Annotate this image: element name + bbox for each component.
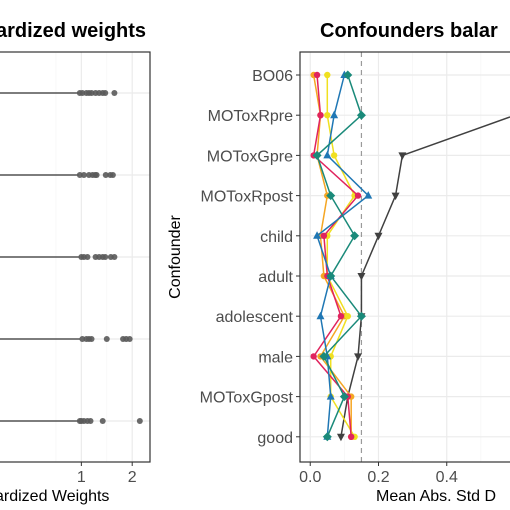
balance-point [337, 313, 345, 320]
balance-point [356, 110, 366, 120]
balance-x-tick-label: 0.2 [367, 469, 389, 486]
balance-point [354, 353, 363, 361]
balance-y-tick-label: good [257, 430, 293, 447]
weights-outlier-point [136, 418, 143, 424]
weights-marks [0, 90, 143, 424]
weights-outlier-point [102, 254, 109, 260]
balance-point [344, 313, 351, 320]
balance-panel: Confounders balar BO06 MOToxRpre MOToxGpre… [167, 20, 510, 505]
balance-x-tick-label: 0.4 [436, 469, 458, 486]
weights-outlier-point [111, 90, 118, 96]
balance-x-tick-label: 0.0 [299, 469, 321, 486]
balance-point [354, 192, 362, 199]
balance-point [310, 353, 317, 360]
weights-outlier-point [111, 254, 118, 260]
balance-point [324, 71, 331, 79]
balance-series-line [312, 74, 352, 437]
balance-point [343, 70, 353, 80]
balance-point [323, 150, 332, 159]
balance-point [326, 271, 336, 281]
weights-outlier-point [103, 336, 110, 342]
balance-point [350, 231, 360, 241]
balance-point [319, 351, 329, 361]
balance-y-tick-label: adult [258, 269, 293, 286]
balance-series-line [316, 74, 363, 438]
balance-gridlines [296, 51, 510, 463]
balance-plot-area [300, 52, 510, 462]
balance-y-tick-label: MOToxRpre [208, 108, 293, 125]
balance-y-tick-label: male [258, 349, 293, 366]
balance-y-tick-label: adolescent [216, 309, 294, 326]
balance-y-tick-label: MOToxGpre [207, 148, 293, 165]
balance-point [313, 71, 321, 79]
weights-outlier-point [84, 254, 91, 260]
weights-outlier-point [87, 418, 94, 424]
balance-point [313, 231, 322, 239]
balance-point [374, 232, 383, 241]
balance-point [330, 152, 338, 159]
weights-outlier-point [126, 336, 133, 342]
balance-point [357, 273, 366, 281]
balance-series-line [316, 74, 370, 437]
balance-y-tick-label: MOToxGpost [200, 390, 294, 407]
balance-point [347, 433, 355, 440]
balance-point [330, 110, 339, 119]
balance-point [356, 311, 366, 321]
balance-point [312, 150, 322, 160]
weights-x-axis-label: ardized Weights [0, 488, 109, 505]
balance-point [326, 392, 335, 400]
balance-marks [310, 70, 510, 442]
weights-outlier-point [99, 418, 106, 424]
weights-outlier-point [80, 172, 87, 178]
weights-outlier-point [102, 172, 109, 178]
balance-series-line [312, 74, 360, 437]
weights-outlier-point [102, 90, 109, 96]
balance-y-axis-label: Confounder [167, 215, 184, 299]
balance-point [391, 192, 400, 201]
weights-outlier-point [88, 336, 95, 342]
balance-y-tick-label: child [260, 229, 293, 246]
balance-point [316, 311, 325, 320]
balance-point [326, 191, 336, 201]
balance-point [322, 432, 332, 442]
weights-panel-border [0, 51, 151, 463]
balance-point [339, 392, 349, 402]
weights-outlier-point [93, 172, 100, 178]
weights-x-tick-label: 1 [77, 469, 86, 486]
balance-point [364, 191, 373, 199]
balance-point [324, 112, 331, 119]
balance-y-tick-label: MOToxRpost [201, 189, 294, 206]
balance-point [398, 152, 407, 160]
balance-x-axis-label: Mean Abs. Std D [376, 488, 496, 505]
balance-x-ticks: 0.0 0.2 0.4 [299, 462, 458, 486]
weights-outlier-point [109, 172, 116, 178]
weights-x-tick-label: 2 [128, 469, 137, 486]
balance-point [336, 433, 345, 442]
balance-point [320, 232, 328, 239]
balance-y-tick-label: BO06 [252, 68, 293, 85]
balance-point [317, 112, 324, 119]
balance-panel-border [299, 51, 510, 463]
balance-panel-title: Confounders balar [320, 20, 498, 42]
balance-y-ticks: BO06 MOToxRpre MOToxGpre MOToxRpost child adu… [200, 68, 294, 447]
weights-panel-title: ardized weights [0, 20, 146, 42]
